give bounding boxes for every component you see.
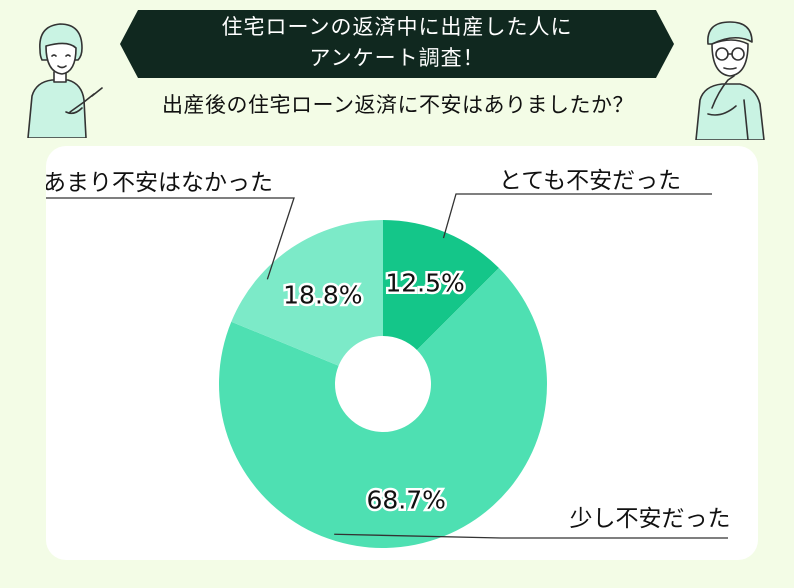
banner-title-line1: 住宅ローンの返済中に出産した人に xyxy=(221,15,573,39)
value-label-somewhat-anxious: 68.7% xyxy=(366,486,445,515)
banner-ribbon-right xyxy=(656,10,674,78)
survey-question: 出産後の住宅ローン返済に不安はありましたか？ xyxy=(162,93,634,117)
leader-line-not-much-anxious xyxy=(46,197,295,280)
slice-very-anxious xyxy=(383,220,499,351)
man-thinking-icon xyxy=(695,21,765,140)
banner-box xyxy=(138,10,656,78)
banner-title-line2: アンケート調査！ xyxy=(309,46,485,70)
leader-line-somewhat-anxious xyxy=(334,533,728,539)
category-label-somewhat-anxious: 少し不安だった xyxy=(570,506,731,532)
category-label-very-anxious: とても不安だった xyxy=(499,168,681,194)
value-label-not-much-anxious: 18.8% xyxy=(283,280,362,309)
value-label-very-anxious: 12.5% xyxy=(385,268,464,297)
slice-not-much-anxious xyxy=(231,220,383,366)
leader-line-very-anxious xyxy=(442,193,712,239)
slice-somewhat-anxious xyxy=(218,268,547,548)
woman-pointing-icon xyxy=(27,23,103,138)
header-banner: 住宅ローンの返済中に出産した人に アンケート調査！ xyxy=(0,0,794,90)
chart-card: 12.5% 68.7% 18.8% とても不安だった少し不安だった あまり不安はなかった xyxy=(46,146,758,560)
banner-ribbon-left xyxy=(120,10,138,78)
banner-title: 住宅ローンの返済中に出産した人に アンケート調査！ xyxy=(138,12,656,74)
category-label-not-much-anxious: あまり不安はなかった xyxy=(46,170,273,196)
